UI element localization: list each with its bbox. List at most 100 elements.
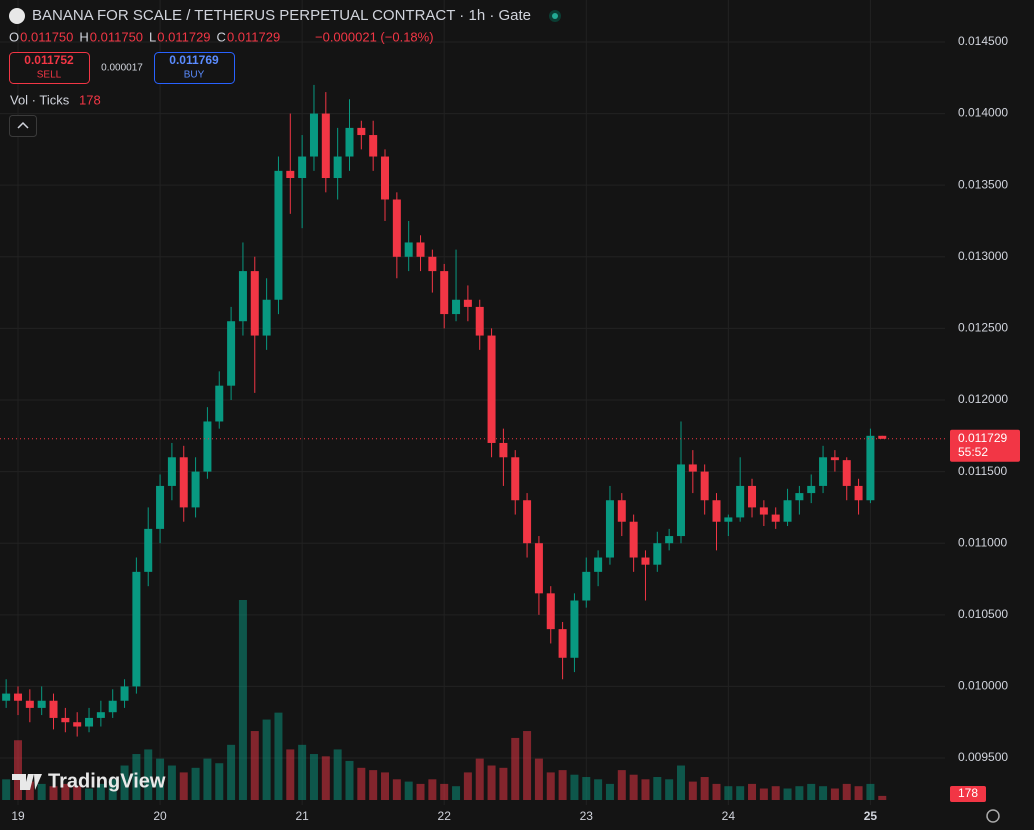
volume-bar (25, 781, 34, 800)
candle-body (262, 299, 271, 336)
x-tick-label: 21 (295, 809, 309, 823)
volume-bar (227, 744, 236, 800)
candle-body (357, 127, 366, 136)
candle-body (830, 457, 839, 461)
settings-icon[interactable] (986, 809, 1000, 823)
candle-body (25, 700, 34, 708)
y-tick-label: 0.010000 (958, 679, 1008, 693)
buy-button[interactable] (154, 52, 235, 84)
candle-body (309, 113, 318, 157)
candle-body (13, 693, 22, 701)
volume-bar (416, 783, 425, 800)
volume-bar (309, 754, 318, 800)
volume-bar (700, 777, 709, 800)
candle-body (37, 700, 46, 708)
candle-body (250, 271, 259, 336)
volume-bar (120, 765, 129, 800)
volume-bar (475, 758, 484, 800)
volume-bar (617, 770, 626, 800)
volume-bar (274, 712, 283, 800)
y-tick-label: 0.011500 (958, 464, 1007, 478)
volume-bar (369, 770, 378, 800)
volume-bar (842, 783, 851, 800)
volume-bar (37, 783, 46, 800)
volume-bar (676, 765, 685, 800)
volume-bar (191, 767, 200, 800)
collapse-button[interactable] (9, 115, 37, 137)
last-price-box (950, 429, 1020, 462)
volume-bar (428, 779, 437, 800)
ohlc-key: L (149, 29, 156, 44)
candle-body (665, 536, 674, 544)
candle-body (700, 471, 709, 501)
volume-bar (819, 786, 828, 800)
volume-bar (665, 779, 674, 800)
volume-bar (357, 767, 366, 800)
candle-body (203, 421, 212, 472)
volume-bar (807, 783, 816, 800)
volume-bar (759, 788, 768, 800)
sell-button[interactable] (9, 52, 90, 84)
volume-bar (736, 786, 745, 800)
y-tick-label: 0.012000 (958, 392, 1008, 406)
volume-bar (499, 767, 508, 800)
candle-body (132, 571, 141, 687)
candle-body (120, 686, 129, 701)
candle-body (286, 170, 295, 179)
candle-body (73, 722, 82, 727)
volume-bar (167, 765, 176, 800)
candle-body (179, 457, 188, 508)
volume-legend: Vol · Ticks (10, 92, 70, 107)
candle-body (238, 271, 247, 322)
candle-body (2, 693, 11, 701)
candle-body (49, 700, 58, 718)
x-tick-label: 20 (153, 809, 167, 823)
volume-bar (878, 795, 887, 800)
candle-body (688, 464, 697, 472)
y-tick-label: 0.009500 (958, 750, 1008, 764)
volume-bar (179, 772, 188, 800)
volume-bar (156, 758, 165, 800)
candle-body (523, 500, 532, 544)
candle-body (475, 306, 484, 336)
volume-bar (487, 765, 496, 800)
ohlc-key: C (217, 29, 226, 44)
status-dot-inner (552, 13, 558, 19)
candle-body (298, 156, 307, 179)
volume-bar (298, 744, 307, 800)
candle-body (558, 629, 567, 658)
candle-body (676, 464, 685, 537)
sell-label[interactable]: SELL (37, 70, 62, 81)
candle-body (167, 457, 176, 486)
candle-body (724, 517, 733, 522)
overlay: BANANA FOR SCALE / TETHERUS PERPETUAL CO… (9, 7, 1000, 823)
volume-bar (866, 783, 875, 800)
volume-bar (570, 774, 579, 800)
volume-bar (653, 777, 662, 800)
x-tick-label: 23 (580, 809, 594, 823)
candle-body (85, 717, 94, 727)
candle-body (866, 435, 875, 501)
volume-bar (546, 772, 555, 800)
candle-body (842, 460, 851, 486)
volume-bar (2, 779, 11, 800)
change: −0.000021 (−0.18%) (315, 29, 434, 44)
volume-bar (108, 779, 117, 800)
buy-price[interactable]: 0.011769 (169, 53, 219, 67)
candle-body (878, 435, 887, 439)
buy-label[interactable]: BUY (184, 70, 205, 81)
candle-body (61, 717, 70, 723)
symbol-icon (9, 8, 25, 24)
candle-body (428, 256, 437, 272)
volume-bar (49, 786, 58, 800)
candle-body (807, 485, 816, 494)
candle-body (144, 528, 153, 572)
volume-bar (321, 756, 330, 800)
volume-bar (13, 740, 22, 800)
spread: 0.000017 (101, 63, 143, 74)
collapse-icon[interactable] (17, 121, 29, 129)
candle-body (759, 507, 768, 515)
sell-price[interactable]: 0.011752 (24, 53, 74, 67)
volume-bar (392, 779, 401, 800)
